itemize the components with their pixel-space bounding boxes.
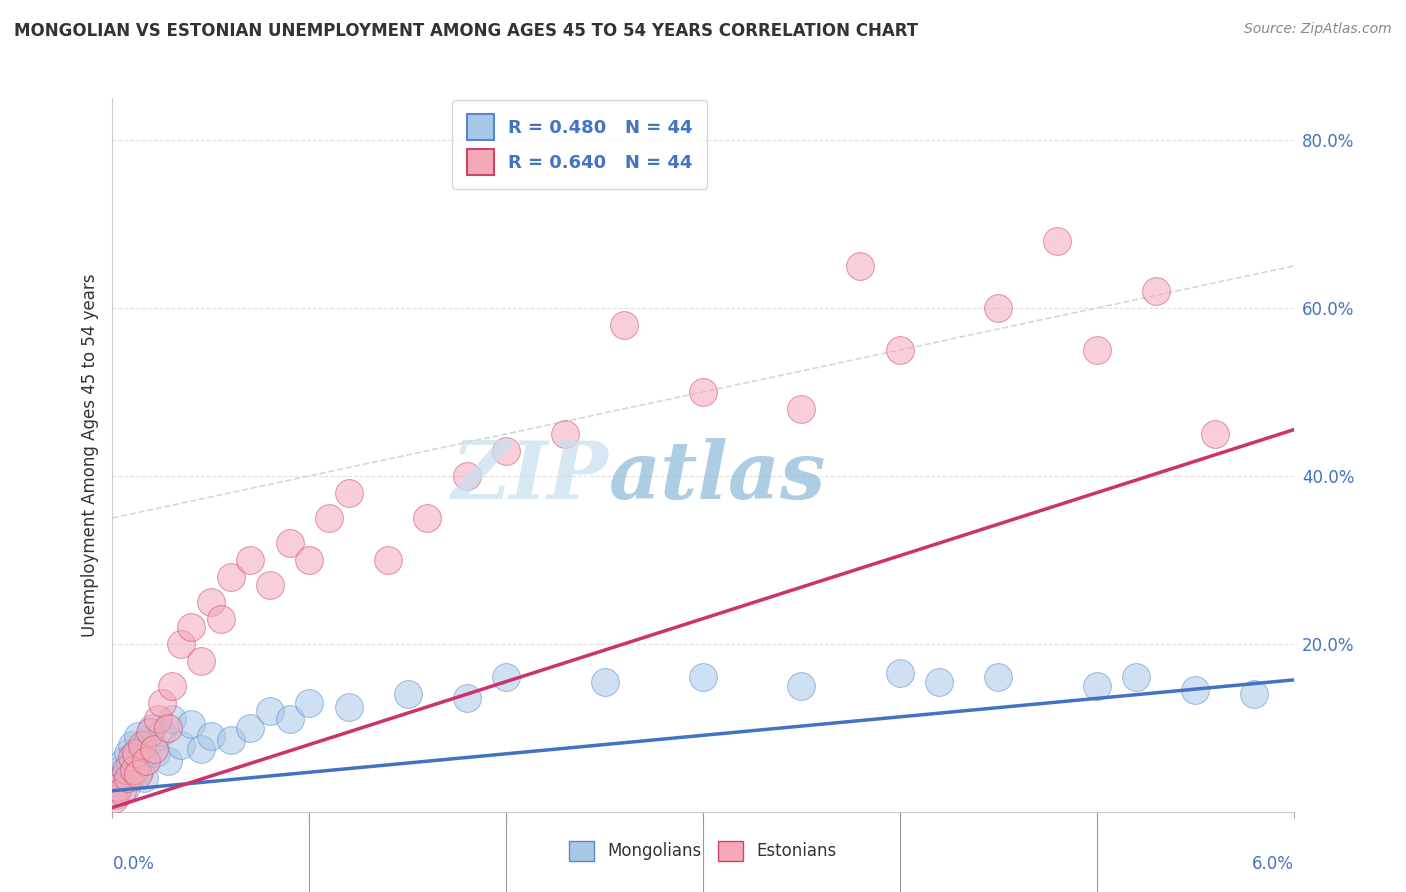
Point — [112, 755, 135, 769]
Point — [219, 569, 242, 583]
Point — [115, 780, 138, 794]
Point — [849, 259, 872, 273]
Point — [125, 750, 148, 764]
Point — [120, 758, 142, 772]
Text: Source: ZipAtlas.com: Source: ZipAtlas.com — [1244, 22, 1392, 37]
Point — [125, 746, 148, 760]
Point — [1204, 426, 1226, 441]
Point — [129, 763, 152, 777]
Point — [160, 712, 183, 726]
Point — [105, 788, 128, 802]
Point — [692, 384, 714, 399]
Text: 6.0%: 6.0% — [1251, 855, 1294, 872]
Point — [790, 679, 813, 693]
Point — [278, 536, 301, 550]
Point — [1243, 687, 1265, 701]
Point — [239, 553, 262, 567]
Point — [790, 401, 813, 416]
Point — [122, 767, 145, 781]
Point — [156, 721, 179, 735]
Point — [160, 679, 183, 693]
Point — [117, 746, 139, 760]
Point — [111, 771, 134, 785]
Point — [127, 767, 149, 781]
Point — [115, 763, 138, 777]
Point — [170, 738, 193, 752]
Point — [131, 738, 153, 752]
Point — [928, 674, 950, 689]
Point — [170, 637, 193, 651]
Point — [117, 771, 139, 785]
Point — [987, 301, 1010, 315]
Point — [416, 511, 439, 525]
Point — [150, 725, 173, 739]
Point — [209, 612, 232, 626]
Point — [298, 553, 321, 567]
Legend: Mongolians, Estonians: Mongolians, Estonians — [562, 834, 844, 868]
Point — [318, 511, 340, 525]
Text: 0.0%: 0.0% — [112, 855, 155, 872]
Point — [136, 733, 159, 747]
Point — [298, 696, 321, 710]
Point — [121, 738, 143, 752]
Point — [146, 712, 169, 726]
Point — [495, 443, 517, 458]
Point — [150, 696, 173, 710]
Y-axis label: Unemployment Among Ages 45 to 54 years: Unemployment Among Ages 45 to 54 years — [80, 273, 98, 637]
Point — [495, 670, 517, 684]
Point — [987, 670, 1010, 684]
Point — [190, 741, 212, 756]
Point — [127, 729, 149, 743]
Point — [456, 469, 478, 483]
Point — [121, 750, 143, 764]
Point — [103, 792, 125, 806]
Point — [145, 746, 167, 760]
Point — [190, 654, 212, 668]
Point — [200, 729, 222, 743]
Point — [135, 755, 157, 769]
Point — [377, 553, 399, 567]
Point — [122, 763, 145, 777]
Point — [110, 763, 132, 777]
Text: MONGOLIAN VS ESTONIAN UNEMPLOYMENT AMONG AGES 45 TO 54 YEARS CORRELATION CHART: MONGOLIAN VS ESTONIAN UNEMPLOYMENT AMONG… — [14, 22, 918, 40]
Point — [180, 716, 202, 731]
Point — [337, 699, 360, 714]
Point — [889, 343, 911, 357]
Point — [692, 670, 714, 684]
Point — [141, 721, 163, 735]
Point — [111, 783, 134, 797]
Point — [1085, 343, 1108, 357]
Point — [456, 691, 478, 706]
Point — [1085, 679, 1108, 693]
Point — [1125, 670, 1147, 684]
Point — [259, 578, 281, 592]
Point — [337, 485, 360, 500]
Point — [1144, 284, 1167, 298]
Point — [239, 721, 262, 735]
Point — [613, 318, 636, 332]
Point — [889, 666, 911, 681]
Point — [107, 780, 129, 794]
Point — [156, 755, 179, 769]
Point — [259, 704, 281, 718]
Point — [132, 771, 155, 785]
Point — [278, 712, 301, 726]
Point — [219, 733, 242, 747]
Point — [180, 620, 202, 634]
Point — [554, 426, 576, 441]
Point — [131, 741, 153, 756]
Point — [1184, 683, 1206, 698]
Text: ZIP: ZIP — [451, 438, 609, 515]
Point — [593, 674, 616, 689]
Point — [1046, 234, 1069, 248]
Point — [142, 741, 165, 756]
Point — [139, 725, 162, 739]
Point — [200, 595, 222, 609]
Point — [396, 687, 419, 701]
Text: atlas: atlas — [609, 438, 825, 515]
Point — [107, 775, 129, 789]
